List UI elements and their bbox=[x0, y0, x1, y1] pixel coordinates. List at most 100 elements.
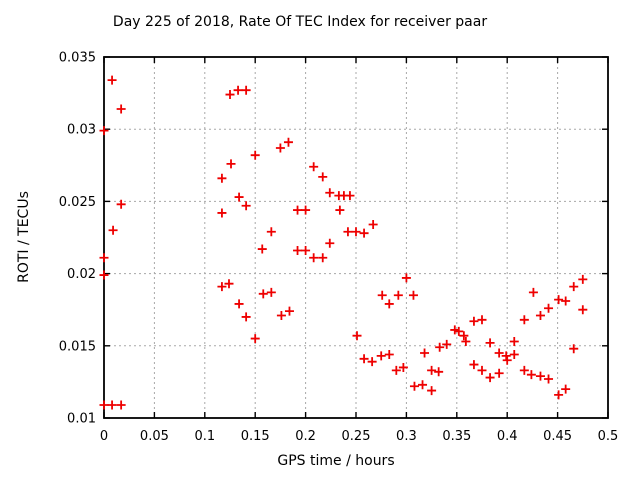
data-point-marker bbox=[301, 205, 311, 215]
x-tick-label: 0.05 bbox=[140, 429, 169, 444]
data-point-marker bbox=[526, 370, 536, 380]
data-point-marker bbox=[401, 273, 411, 283]
data-point-marker bbox=[393, 290, 403, 300]
data-point-marker bbox=[477, 365, 487, 375]
data-point-marker bbox=[233, 85, 243, 95]
data-point-marker bbox=[234, 192, 244, 202]
data-point-marker bbox=[398, 362, 408, 372]
data-point-marker bbox=[352, 331, 362, 341]
y-tick-label: 0.035 bbox=[59, 51, 96, 66]
data-point-marker bbox=[217, 173, 227, 183]
data-point-marker bbox=[384, 349, 394, 359]
data-point-marker bbox=[528, 287, 538, 297]
data-point-marker bbox=[293, 245, 303, 255]
data-point-marker bbox=[377, 290, 387, 300]
x-tick-label: 0.45 bbox=[543, 429, 572, 444]
x-tick-label: 0.25 bbox=[342, 429, 371, 444]
data-point-marker bbox=[108, 225, 118, 235]
y-tick-label: 0.03 bbox=[67, 123, 96, 138]
x-tick-label: 0.3 bbox=[396, 429, 417, 444]
data-point-marker bbox=[519, 365, 529, 375]
data-point-marker bbox=[318, 172, 328, 182]
x-tick-label: 0 bbox=[100, 429, 108, 444]
y-tick-label: 0.025 bbox=[59, 195, 96, 210]
data-point-marker bbox=[250, 334, 260, 344]
data-point-marker bbox=[359, 228, 369, 238]
data-point-marker bbox=[284, 306, 294, 316]
data-point-marker bbox=[99, 270, 109, 280]
data-point-marker bbox=[420, 348, 430, 358]
data-point-marker bbox=[535, 371, 545, 381]
y-tick-label: 0.015 bbox=[59, 339, 96, 354]
x-tick-label: 0.4 bbox=[497, 429, 518, 444]
data-point-marker bbox=[99, 126, 109, 136]
data-point-marker bbox=[335, 205, 345, 215]
data-point-marker bbox=[494, 368, 504, 378]
data-point-marker bbox=[544, 303, 554, 313]
data-point-marker bbox=[561, 296, 571, 306]
data-point-marker bbox=[226, 159, 236, 169]
data-point-marker bbox=[578, 274, 588, 284]
data-point-marker bbox=[266, 287, 276, 297]
data-point-marker bbox=[469, 360, 479, 370]
data-point-marker bbox=[116, 199, 126, 209]
data-point-marker bbox=[501, 351, 511, 361]
data-point-marker bbox=[459, 331, 469, 341]
data-point-marker bbox=[99, 400, 109, 410]
data-point-marker bbox=[477, 315, 487, 325]
data-point-marker bbox=[384, 299, 394, 309]
data-point-marker bbox=[225, 90, 235, 100]
data-point-marker bbox=[450, 325, 460, 335]
data-point-marker bbox=[469, 316, 479, 326]
data-point-marker bbox=[391, 365, 401, 375]
data-point-marker bbox=[257, 244, 267, 254]
data-point-marker bbox=[408, 290, 418, 300]
data-point-marker bbox=[509, 349, 519, 359]
data-point-marker bbox=[435, 342, 445, 352]
data-point-marker bbox=[241, 201, 251, 211]
data-point-marker bbox=[217, 208, 227, 218]
data-point-marker bbox=[241, 85, 251, 95]
data-point-marker bbox=[427, 365, 437, 375]
data-point-marker bbox=[325, 188, 335, 198]
data-point-marker bbox=[461, 336, 471, 346]
data-point-marker bbox=[561, 384, 571, 394]
data-point-marker bbox=[301, 245, 311, 255]
data-point-marker bbox=[544, 374, 554, 384]
data-point-marker bbox=[116, 400, 126, 410]
data-point-marker bbox=[241, 312, 251, 322]
y-tick-label: 0.02 bbox=[67, 267, 96, 282]
data-point-marker bbox=[485, 373, 495, 383]
x-tick-label: 0.1 bbox=[194, 429, 215, 444]
data-point-marker bbox=[376, 351, 386, 361]
x-tick-label: 0.35 bbox=[442, 429, 471, 444]
x-tick-label: 0.5 bbox=[598, 429, 619, 444]
data-point-marker bbox=[554, 390, 564, 400]
x-axis-label: GPS time / hours bbox=[277, 453, 395, 469]
data-point-marker bbox=[418, 380, 428, 390]
data-point-marker bbox=[345, 191, 355, 201]
data-point-marker bbox=[434, 367, 444, 377]
data-point-marker bbox=[275, 143, 285, 153]
data-point-marker bbox=[454, 326, 464, 336]
data-point-marker bbox=[224, 279, 234, 289]
data-point-marker bbox=[554, 295, 564, 305]
data-point-marker bbox=[343, 227, 353, 237]
data-point-marker bbox=[309, 162, 319, 172]
x-tick-label: 0.15 bbox=[241, 429, 270, 444]
data-point-marker bbox=[359, 354, 369, 364]
data-point-marker bbox=[578, 305, 588, 315]
data-point-marker bbox=[318, 253, 328, 263]
data-point-marker bbox=[107, 400, 117, 410]
data-point-marker bbox=[502, 355, 512, 365]
y-tick-label: 0.01 bbox=[67, 412, 96, 427]
data-point-marker bbox=[485, 338, 495, 348]
data-point-marker bbox=[217, 282, 227, 292]
data-point-marker bbox=[509, 336, 519, 346]
data-point-marker bbox=[569, 344, 579, 354]
data-point-marker bbox=[99, 253, 109, 263]
data-point-marker bbox=[293, 205, 303, 215]
data-point-marker bbox=[409, 381, 419, 391]
